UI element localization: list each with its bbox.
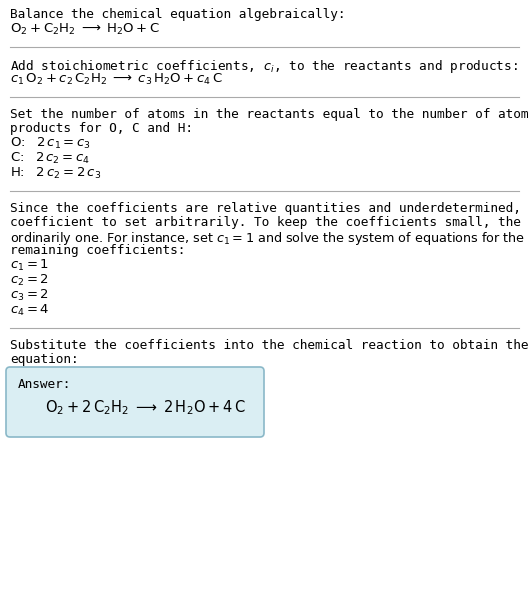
Text: C: $\;\;2\,c_2 = c_4$: C: $\;\;2\,c_2 = c_4$ [10, 151, 90, 166]
Text: $c_2 = 2$: $c_2 = 2$ [10, 273, 49, 288]
Text: $c_1 = 1$: $c_1 = 1$ [10, 258, 49, 273]
Text: O: $\;\;2\,c_1 = c_3$: O: $\;\;2\,c_1 = c_3$ [10, 136, 91, 151]
Text: products for O, C and H:: products for O, C and H: [10, 122, 193, 135]
Text: ordinarily one. For instance, set $c_1 = 1$ and solve the system of equations fo: ordinarily one. For instance, set $c_1 =… [10, 230, 525, 247]
Text: remaining coefficients:: remaining coefficients: [10, 244, 185, 257]
Text: Since the coefficients are relative quantities and underdetermined, choose a: Since the coefficients are relative quan… [10, 202, 529, 215]
Text: Set the number of atoms in the reactants equal to the number of atoms in the: Set the number of atoms in the reactants… [10, 108, 529, 121]
FancyBboxPatch shape [6, 367, 264, 437]
Text: $c_4 = 4$: $c_4 = 4$ [10, 303, 49, 318]
Text: Add stoichiometric coefficients, $c_i$, to the reactants and products:: Add stoichiometric coefficients, $c_i$, … [10, 58, 518, 75]
Text: Answer:: Answer: [18, 378, 71, 391]
Text: Balance the chemical equation algebraically:: Balance the chemical equation algebraica… [10, 8, 345, 21]
Text: coefficient to set arbitrarily. To keep the coefficients small, the arbitrary va: coefficient to set arbitrarily. To keep … [10, 216, 529, 229]
Text: $c_3 = 2$: $c_3 = 2$ [10, 288, 49, 303]
Text: $c_1\,\mathrm{O_2} + c_2\,\mathrm{C_2H_2} \;\longrightarrow\; c_3\,\mathrm{H_2O}: $c_1\,\mathrm{O_2} + c_2\,\mathrm{C_2H_2… [10, 72, 223, 87]
Text: $\mathrm{O_2 + 2\,C_2H_2 \;\longrightarrow\; 2\,H_2O + 4\,C}$: $\mathrm{O_2 + 2\,C_2H_2 \;\longrightarr… [45, 398, 246, 416]
Text: H: $\;\;2\,c_2 = 2\,c_3$: H: $\;\;2\,c_2 = 2\,c_3$ [10, 166, 101, 181]
Text: Substitute the coefficients into the chemical reaction to obtain the balanced: Substitute the coefficients into the che… [10, 339, 529, 352]
Text: $\mathrm{O_2 + C_2H_2 \;\longrightarrow\; H_2O + C}$: $\mathrm{O_2 + C_2H_2 \;\longrightarrow\… [10, 22, 160, 37]
Text: equation:: equation: [10, 353, 79, 366]
